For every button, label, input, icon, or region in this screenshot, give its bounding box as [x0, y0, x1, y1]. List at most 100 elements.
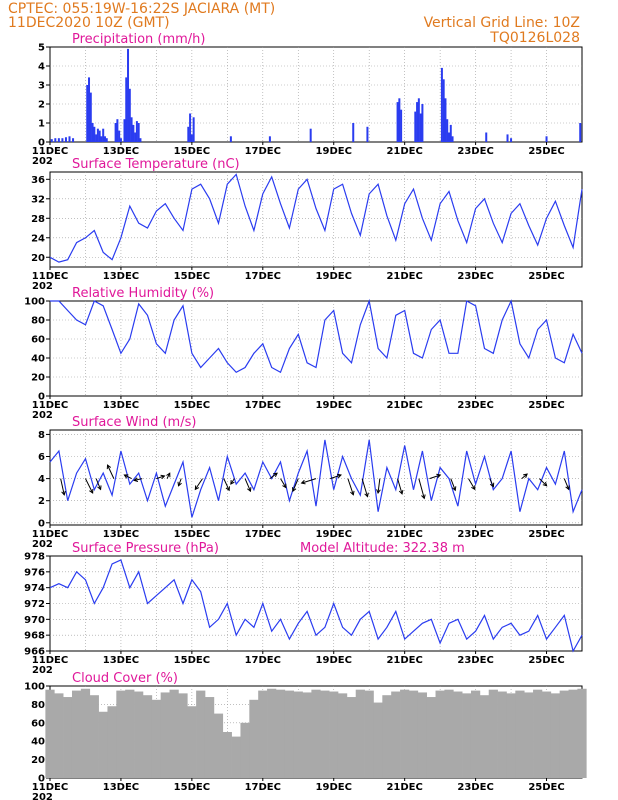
- x-tick-label: 21DEC: [386, 400, 422, 411]
- x-tick-label: 13DEC: [103, 529, 139, 540]
- cloud-bar: [506, 693, 516, 778]
- precipitation-bar: [105, 138, 108, 142]
- precipitation-bar: [449, 124, 452, 142]
- x-tick-label: 21DEC: [386, 529, 422, 540]
- cloud-bar: [382, 695, 392, 778]
- cloud-bar: [116, 690, 126, 778]
- x-tick-label: 13DEC: [103, 400, 139, 411]
- x-tick-label: 15DEC: [174, 271, 210, 282]
- x-year-label: 202: [32, 539, 53, 550]
- x-tick-label: 11DEC: [32, 400, 68, 411]
- wind-arrow-head: [225, 486, 230, 492]
- precipitation-bar: [189, 113, 192, 142]
- x-tick-label: 13DEC: [103, 655, 139, 666]
- wind-arrow: [95, 478, 102, 490]
- cloud-bar: [178, 693, 188, 778]
- y-tick-label: 60: [31, 335, 45, 346]
- y-tick-label: 976: [24, 567, 45, 578]
- x-year-label: 202: [32, 792, 53, 800]
- cloud-bar: [196, 690, 206, 778]
- y-tick-label: 972: [24, 599, 45, 610]
- cloud-bar: [550, 693, 561, 778]
- x-tick-label: 25DEC: [528, 655, 564, 666]
- y-tick-label: 40: [31, 737, 45, 748]
- x-tick-label: 21DEC: [386, 146, 422, 157]
- precipitation-bar: [485, 132, 488, 142]
- x-tick-label: 17DEC: [245, 271, 281, 282]
- wind-arrow: [178, 478, 182, 486]
- series-line-humidity: [50, 298, 583, 374]
- precipitation-bar: [95, 134, 98, 142]
- x-tick-label: 11DEC: [32, 655, 68, 666]
- y-tick-label: 6: [38, 452, 45, 463]
- wind-arrow-head: [436, 473, 442, 479]
- x-tick-label: 19DEC: [316, 529, 352, 540]
- precipitation-bar: [268, 136, 271, 142]
- precipitation-bar: [192, 117, 195, 142]
- cloud-bar: [187, 706, 197, 778]
- x-tick-label: 17DEC: [245, 146, 281, 157]
- wind-arrow: [377, 478, 381, 494]
- x-year-label: 202: [32, 665, 53, 676]
- wind-arrow-head: [247, 487, 252, 493]
- cloud-bar: [417, 692, 428, 778]
- wind-arrow-head: [489, 482, 495, 488]
- x-tick-label: 13DEC: [103, 146, 139, 157]
- precipitation-bar: [448, 132, 450, 142]
- cloud-bar: [470, 690, 481, 778]
- precipitation-bar: [114, 123, 117, 142]
- wind-arrow-head: [166, 472, 171, 478]
- x-tick-label: 17DEC: [245, 655, 281, 666]
- cloud-bar: [320, 690, 330, 778]
- precipitation-bar: [116, 119, 119, 142]
- precipitation-bar: [86, 85, 89, 142]
- cloud-bar: [125, 689, 135, 778]
- cloud-bar: [524, 692, 534, 778]
- wind-arrow: [134, 478, 143, 481]
- cloud-bar: [71, 690, 82, 778]
- x-year-label: 202: [32, 156, 53, 167]
- y-tick-label: 20: [31, 373, 45, 384]
- precipitation-bar: [91, 123, 94, 142]
- precipitation-bar: [134, 132, 137, 142]
- precipitation-bar: [451, 136, 454, 142]
- wind-arrow: [244, 478, 251, 492]
- panel-frame: [49, 555, 583, 652]
- precipitation-bar: [88, 77, 91, 142]
- wind-arrow-head: [291, 487, 297, 493]
- header-grid-note: Vertical Grid Line: 10Z: [424, 15, 580, 31]
- cloud-bar: [453, 691, 463, 778]
- header-datetime: 11DEC2020 10Z (GMT): [8, 15, 170, 31]
- wind-arrow-head: [61, 490, 66, 496]
- cloud-bar: [267, 688, 277, 778]
- precipitation-bar: [72, 138, 75, 142]
- panel-frame: [49, 429, 583, 526]
- precipitation-bar: [398, 98, 401, 142]
- cloud-bar: [80, 688, 91, 778]
- precipitation-bar: [366, 126, 369, 142]
- cloud-bar: [355, 689, 365, 778]
- wind-arrow: [107, 464, 115, 479]
- cloud-bar: [346, 697, 357, 778]
- wind-arrow: [347, 478, 354, 495]
- precipitation-bar: [57, 138, 60, 142]
- cloud-bar: [98, 711, 108, 778]
- cloud-bar: [497, 691, 507, 778]
- precipitation-bar: [118, 130, 121, 142]
- panel-pressure: 966 968 970 972 974 976 978 11DEC 13DEC 15DEC 17DE…: [24, 541, 583, 676]
- precipitation-bar: [309, 128, 312, 142]
- cloud-bar: [311, 689, 321, 778]
- y-tick-label: 3: [38, 81, 45, 92]
- precipitation-bar: [68, 136, 71, 142]
- wind-arrow-head: [194, 485, 200, 491]
- y-tick-label: 80: [31, 316, 45, 327]
- precipitation-bar: [93, 126, 96, 142]
- cloud-bar: [134, 691, 144, 778]
- precipitation-bar: [89, 92, 92, 142]
- cloud-bar: [54, 693, 64, 778]
- precipitation-bar: [50, 139, 53, 142]
- cloud-bar: [249, 699, 259, 778]
- precipitation-bar: [98, 130, 101, 142]
- cloud-bar: [559, 690, 569, 778]
- x-tick-label: 15DEC: [174, 400, 210, 411]
